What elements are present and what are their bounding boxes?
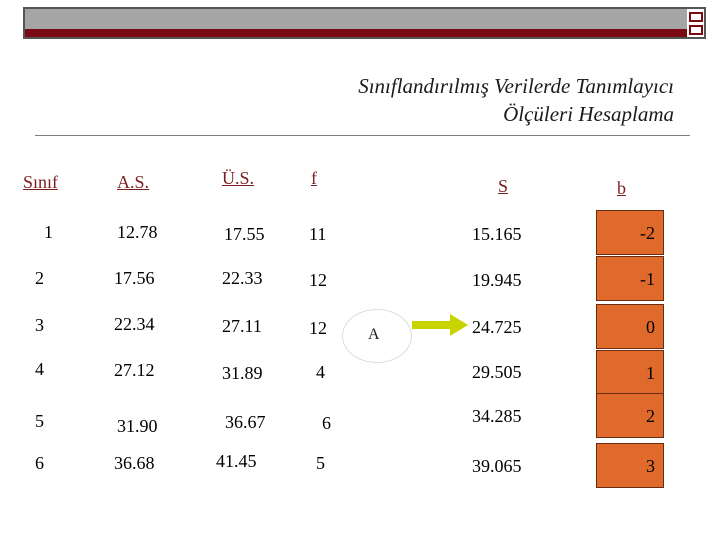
table-cell-b: 0 <box>646 317 655 337</box>
table-cell-f: 5 <box>316 453 325 473</box>
table-cell-sinif: 4 <box>35 359 44 379</box>
header-b: b <box>617 178 626 198</box>
header-square-icon <box>689 12 703 22</box>
table-cell-f: 6 <box>322 413 331 433</box>
b-value-box: 0 <box>596 304 664 349</box>
a-marker-label: A <box>368 326 380 343</box>
table-cell-us: 27.11 <box>222 316 262 336</box>
header-sinif: Sınıf <box>23 172 59 192</box>
header-red-strip <box>25 29 687 37</box>
table-cell-sinif: 1 <box>44 222 53 242</box>
a-marker: A <box>342 309 412 363</box>
title-line-2: Ölçüleri Hesaplama <box>503 102 674 126</box>
table-cell-us: 22.33 <box>222 268 263 288</box>
table-cell-sinif: 2 <box>35 268 44 288</box>
slide-title: Sınıflandırılmış Verilerde Tanımlayıcı Ö… <box>254 72 674 128</box>
header-square-icon <box>689 25 703 35</box>
table-cell-as: 17.56 <box>114 268 155 288</box>
table-cell-f: 11 <box>309 224 327 244</box>
header-us: Ü.S. <box>222 168 255 188</box>
header-f: f <box>311 168 317 188</box>
table-cell-sinif: 5 <box>35 411 44 431</box>
arrow-right-icon <box>412 314 468 336</box>
table-cell-b: -2 <box>640 223 655 243</box>
table-cell-s: 39.065 <box>472 456 522 476</box>
header-s: S <box>498 176 509 196</box>
table-cell-as: 36.68 <box>114 453 155 473</box>
header-as: A.S. <box>117 172 150 192</box>
b-value-box: 1 <box>596 350 664 395</box>
table-cell-as: 12.78 <box>117 222 158 242</box>
table-cell-us: 41.45 <box>216 451 257 471</box>
table-cell-s: 15.165 <box>472 224 522 244</box>
table-cell-s: 34.285 <box>472 406 522 426</box>
table-cell-b: -1 <box>640 269 655 289</box>
header-gray-strip <box>25 9 687 29</box>
title-line-1: Sınıflandırılmış Verilerde Tanımlayıcı <box>358 74 674 98</box>
table-cell-us: 31.89 <box>222 363 263 383</box>
table-cell-us: 17.55 <box>224 224 265 244</box>
table-cell-f: 12 <box>309 318 327 338</box>
b-value-box: 3 <box>596 443 664 488</box>
table-cell-b: 3 <box>646 456 655 476</box>
b-value-box: -1 <box>596 256 664 301</box>
title-divider <box>35 135 690 136</box>
table-cell-f: 4 <box>316 362 325 382</box>
table-cell-b: 2 <box>646 406 655 426</box>
table-cell-b: 1 <box>646 363 655 383</box>
b-value-box: -2 <box>596 210 664 255</box>
table-cell-f: 12 <box>309 270 327 290</box>
b-value-box: 2 <box>596 393 664 438</box>
table-cell-as: 27.12 <box>114 360 155 380</box>
table-cell-us: 36.67 <box>225 412 266 432</box>
table-cell-sinif: 3 <box>35 315 44 335</box>
table-cell-as: 22.34 <box>114 314 155 334</box>
table-cell-s: 29.505 <box>472 362 522 382</box>
table-cell-sinif: 6 <box>35 453 44 473</box>
table-cell-as: 31.90 <box>117 416 158 436</box>
table-cell-s: 19.945 <box>472 270 522 290</box>
slide-header-bar <box>23 7 706 39</box>
table-cell-s: 24.725 <box>472 317 522 337</box>
